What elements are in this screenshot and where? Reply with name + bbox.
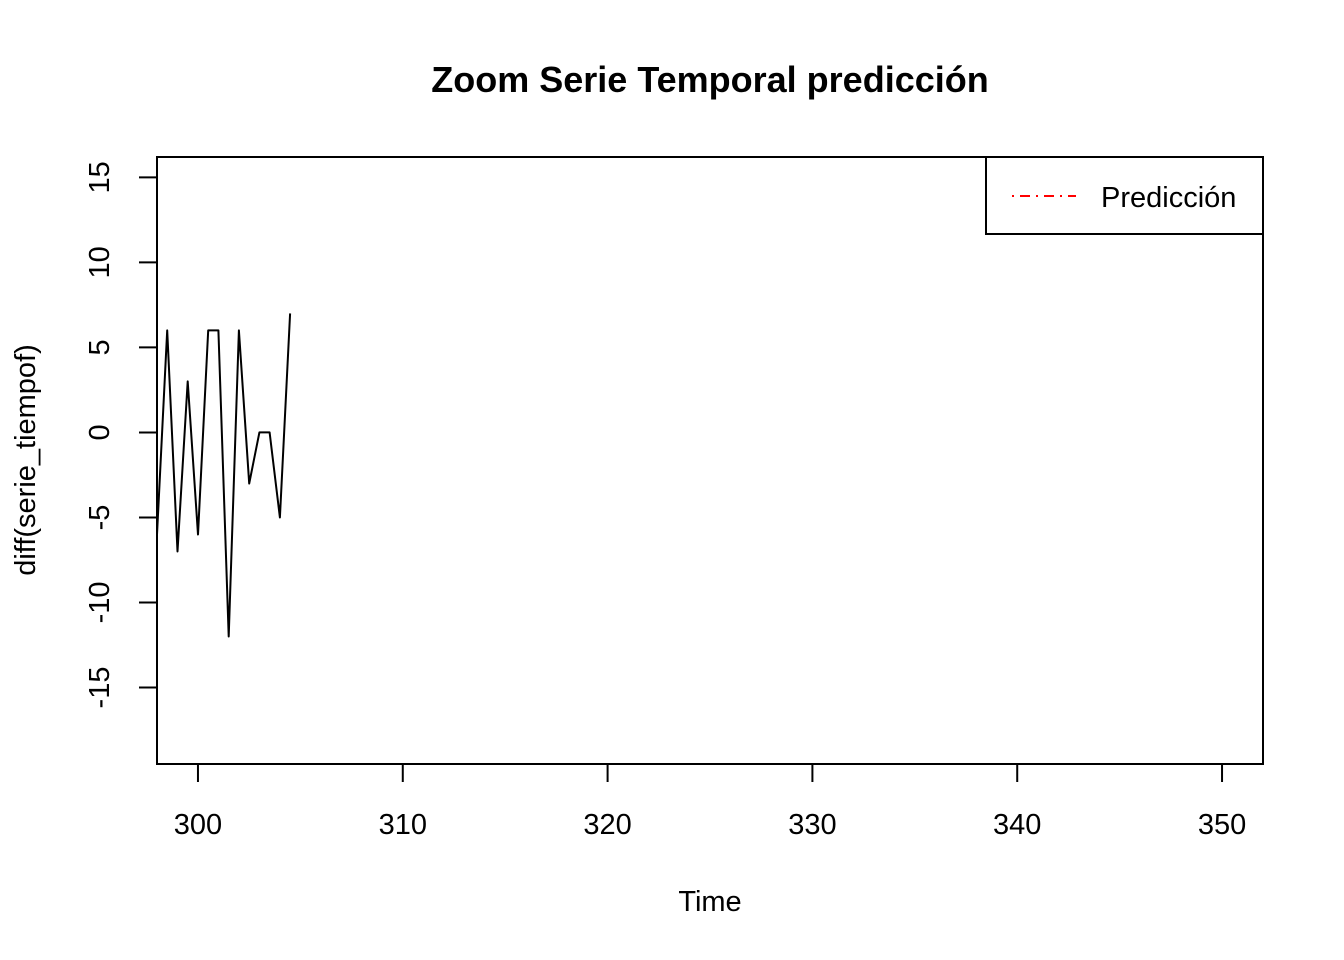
plot-frame <box>156 156 1264 765</box>
legend-label-prediccion: Predicción <box>1101 182 1236 214</box>
y-tick-label: -15 <box>84 667 116 709</box>
x-tick-label: 300 <box>174 809 222 841</box>
series-line-0 <box>156 313 292 638</box>
x-tick-label: 330 <box>788 809 836 841</box>
y-axis: -15 -10 -5 0 5 10 15 <box>84 161 158 709</box>
chart-title: Zoom Serie Temporal predicción <box>431 59 988 100</box>
series-layer <box>156 313 292 638</box>
x-tick-label: 310 <box>379 809 427 841</box>
y-tick-label: -10 <box>84 582 116 624</box>
x-tick-label: 320 <box>583 809 631 841</box>
y-axis-label: diff(serie_tiempof) <box>10 344 42 576</box>
y-tick-label: -5 <box>84 505 116 531</box>
y-tick-label: 0 <box>84 424 116 440</box>
y-tick-label: 10 <box>84 246 116 278</box>
x-axis-label: Time <box>678 886 741 918</box>
x-tick-label: 350 <box>1198 809 1246 841</box>
y-tick-label: 15 <box>84 161 116 193</box>
x-tick-label: 340 <box>993 809 1041 841</box>
legend: Predicción <box>985 156 1264 235</box>
x-axis: 300 310 320 330 340 350 <box>174 763 1246 841</box>
y-tick-label: 5 <box>84 339 116 355</box>
legend-box <box>985 156 1264 235</box>
